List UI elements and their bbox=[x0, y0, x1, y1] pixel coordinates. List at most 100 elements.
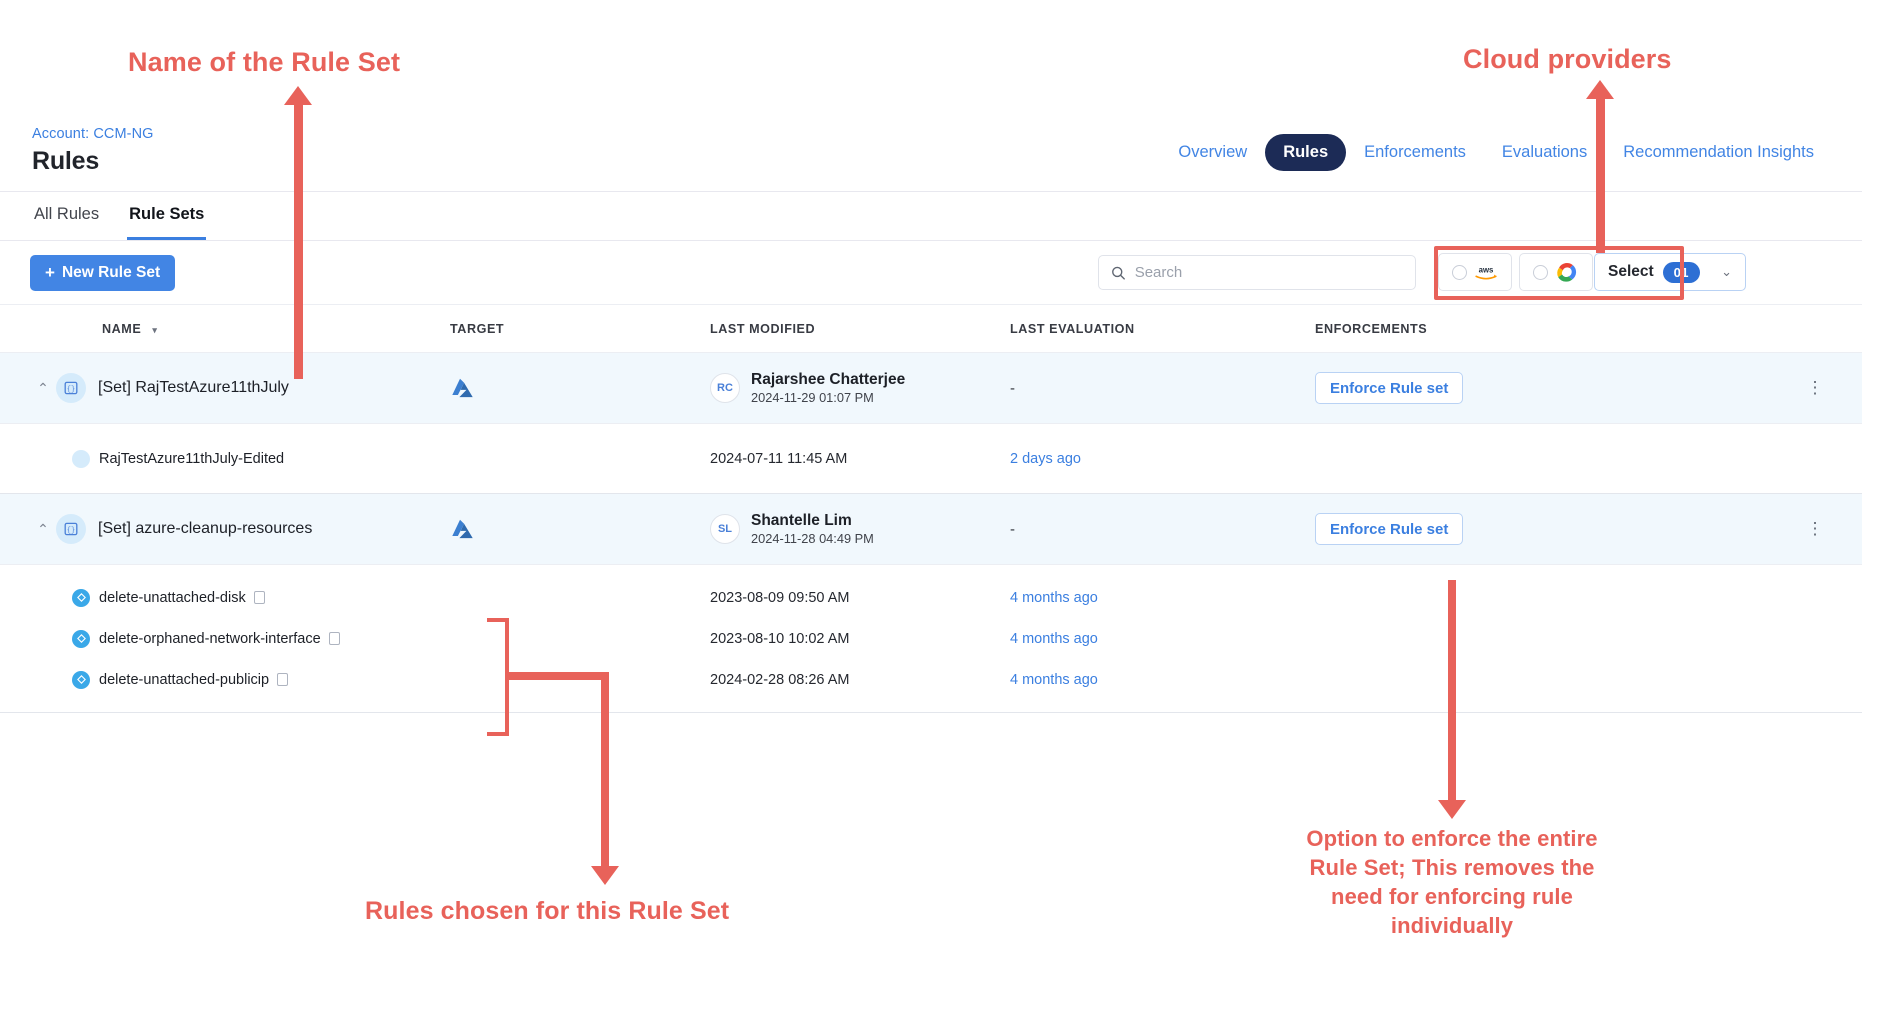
row-menu-icon[interactable]: ⋮ bbox=[1806, 518, 1824, 538]
annotation-arrow-head-up bbox=[1586, 80, 1614, 99]
toolbar: + New Rule Set aws bbox=[0, 241, 1862, 304]
chevron-down-icon: ⌄ bbox=[1721, 264, 1732, 279]
rule-set-name: [Set] RajTestAzure11thJuly bbox=[98, 379, 289, 396]
rule-diamond-icon bbox=[76, 634, 86, 643]
column-header-last-modified: LAST MODIFIED bbox=[710, 321, 816, 336]
rule-set-target-cell bbox=[450, 377, 710, 399]
rule-set-last-evaluation: - bbox=[1010, 520, 1015, 538]
annotation-brace-stem bbox=[509, 672, 609, 680]
svg-text:{}: {} bbox=[67, 386, 75, 394]
rule-set-icon: {} bbox=[56, 373, 86, 403]
rule-name: delete-unattached-publicip bbox=[99, 671, 270, 688]
rule-name-cell: delete-unattached-disk bbox=[30, 588, 450, 607]
page-title: Rules bbox=[32, 147, 100, 175]
rule-last-modified: 2023-08-09 09:50 AM bbox=[710, 589, 850, 606]
rule-set-enforcement-cell: Enforce Rule set bbox=[1315, 513, 1645, 545]
rule-last-modified: 2023-08-10 10:02 AM bbox=[710, 630, 850, 647]
account-breadcrumb[interactable]: Account: CCM-NG bbox=[32, 126, 154, 142]
rule-bullet-icon bbox=[72, 449, 90, 468]
modified-by-name: Shantelle Lim bbox=[751, 511, 852, 529]
annotation-arrow-head-up bbox=[284, 86, 312, 105]
new-rule-set-button[interactable]: + New Rule Set bbox=[30, 254, 176, 291]
radio-gcp[interactable] bbox=[1533, 264, 1548, 280]
modified-at-date: 2024-11-29 01:07 PM bbox=[751, 390, 874, 406]
nav-item-rules[interactable]: Rules bbox=[1265, 134, 1347, 171]
rule-set-last-modified-cell: SL Shantelle Lim 2024-11-28 04:49 PM bbox=[710, 511, 1010, 548]
provider-chip-aws[interactable]: aws bbox=[1438, 253, 1512, 291]
rule-bullet-icon bbox=[72, 629, 90, 648]
annotation-arrow-head-down bbox=[1438, 800, 1466, 819]
modified-at-date: 2024-11-28 04:49 PM bbox=[751, 531, 874, 547]
rule-name: delete-orphaned-network-interface bbox=[99, 630, 321, 647]
nav-item-overview[interactable]: Overview bbox=[1178, 143, 1248, 161]
rule-last-evaluation[interactable]: 4 months ago bbox=[1010, 589, 1098, 606]
rule-set-children: RajTestAzure11thJuly-Edited 2024-07-11 1… bbox=[0, 423, 1862, 494]
collapse-caret-icon[interactable]: ⌃ bbox=[37, 379, 49, 396]
column-header-target: TARGET bbox=[450, 321, 505, 336]
search-box[interactable] bbox=[1098, 255, 1416, 290]
rule-set-enforcement-cell: Enforce Rule set bbox=[1315, 372, 1645, 404]
rule-set-children: delete-unattached-disk 2023-08-09 09:50 … bbox=[0, 564, 1862, 713]
rule-set-last-evaluation: - bbox=[1010, 379, 1015, 397]
annotation-cloud-providers: Cloud providers bbox=[1463, 44, 1672, 74]
rule-bullet-icon bbox=[72, 588, 90, 607]
annotation-arrow-shaft bbox=[294, 104, 303, 379]
rule-last-evaluation[interactable]: 4 months ago bbox=[1010, 671, 1098, 688]
enforce-rule-set-button[interactable]: Enforce Rule set bbox=[1315, 513, 1464, 545]
rule-diamond-icon bbox=[76, 675, 86, 684]
column-header-last-evaluation: LAST EVALUATION bbox=[1010, 321, 1135, 336]
svg-text:aws: aws bbox=[1478, 265, 1493, 274]
provider-chip-gcp[interactable] bbox=[1519, 253, 1593, 291]
sort-caret-icon[interactable]: ▾ bbox=[152, 324, 158, 335]
copy-icon[interactable] bbox=[253, 591, 265, 604]
copy-icon[interactable] bbox=[328, 632, 340, 645]
annotation-rules-chosen: Rules chosen for this Rule Set bbox=[365, 897, 730, 925]
rule-row[interactable]: delete-unattached-publicip 2024-02-28 08… bbox=[30, 659, 1832, 700]
radio-aws[interactable] bbox=[1451, 264, 1467, 280]
rule-row[interactable]: RajTestAzure11thJuly-Edited 2024-07-11 1… bbox=[30, 424, 1832, 493]
tab-rule-sets[interactable]: Rule Sets bbox=[127, 192, 207, 240]
annotation-arrow-shaft bbox=[1448, 580, 1456, 806]
rule-last-modified: 2024-02-28 08:26 AM bbox=[710, 671, 850, 688]
search-input[interactable] bbox=[1134, 264, 1403, 281]
azure-target-icon bbox=[452, 519, 473, 539]
tab-all-rules[interactable]: All Rules bbox=[34, 205, 100, 223]
rule-set-row[interactable]: ⌃ {} [Set] azure-cleanup-resources SL bbox=[0, 494, 1862, 564]
rule-name: RajTestAzure11thJuly-Edited bbox=[99, 450, 285, 467]
enforce-rule-set-button[interactable]: Enforce Rule set bbox=[1315, 372, 1464, 404]
annotation-name-of-rule-set: Name of the Rule Set bbox=[128, 47, 401, 77]
azure-target-icon bbox=[452, 378, 473, 398]
rule-last-evaluation[interactable]: 2 days ago bbox=[1010, 450, 1081, 467]
svg-text:{}: {} bbox=[67, 527, 75, 535]
nav-item-enforcements[interactable]: Enforcements bbox=[1364, 143, 1466, 161]
annotation-arrow-shaft bbox=[1596, 98, 1605, 253]
avatar: SL bbox=[710, 513, 740, 544]
nav-item-recommendation-insights[interactable]: Recommendation Insights bbox=[1623, 143, 1814, 161]
column-header-name-label: NAME bbox=[102, 321, 142, 336]
collapse-caret-icon[interactable]: ⌃ bbox=[37, 520, 49, 537]
rule-name: delete-unattached-disk bbox=[99, 589, 246, 606]
annotation-arrow-head-down bbox=[591, 866, 619, 885]
table-header-row: NAME ▾ TARGET LAST MODIFIED LAST EVALUAT… bbox=[0, 304, 1862, 353]
rule-name-cell: delete-unattached-publicip bbox=[30, 670, 450, 689]
rule-set-name: [Set] azure-cleanup-resources bbox=[98, 520, 313, 537]
annotation-highlight-box-providers bbox=[1434, 246, 1684, 300]
rule-set-row[interactable]: ⌃ {} [Set] RajTestAzure11thJuly RC bbox=[0, 353, 1862, 423]
new-rule-set-label: New Rule Set bbox=[61, 263, 161, 281]
rule-last-evaluation[interactable]: 4 months ago bbox=[1010, 630, 1098, 647]
app-header: Account: CCM-NG Rules Overview Rules Enf… bbox=[0, 114, 1862, 192]
column-header-name[interactable]: NAME ▾ bbox=[30, 322, 450, 336]
rule-diamond-icon bbox=[76, 593, 86, 602]
row-menu-icon[interactable]: ⋮ bbox=[1806, 377, 1824, 397]
copy-icon[interactable] bbox=[277, 673, 289, 686]
gcp-icon bbox=[1557, 262, 1577, 282]
rule-set-last-modified-cell: RC Rajarshee Chatterjee 2024-11-29 01:07… bbox=[710, 370, 1010, 407]
rule-name-cell: delete-orphaned-network-interface bbox=[30, 629, 450, 648]
rule-set-icon: {} bbox=[56, 514, 86, 544]
rule-row[interactable]: delete-unattached-disk 2023-08-09 09:50 … bbox=[30, 577, 1832, 618]
nav-item-evaluations[interactable]: Evaluations bbox=[1501, 143, 1588, 161]
rule-name-cell: RajTestAzure11thJuly-Edited bbox=[30, 449, 450, 468]
rule-row[interactable]: delete-orphaned-network-interface 2023-0… bbox=[30, 618, 1832, 659]
rule-set-name-cell: ⌃ {} [Set] azure-cleanup-resources bbox=[30, 514, 450, 544]
